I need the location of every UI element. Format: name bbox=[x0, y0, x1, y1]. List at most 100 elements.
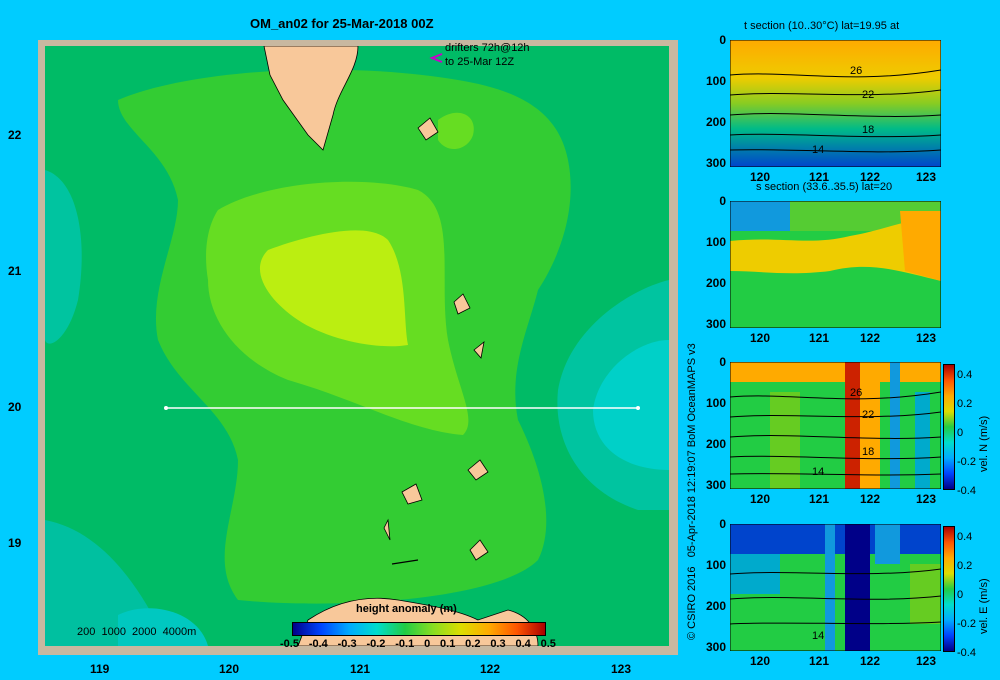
vel-band bbox=[730, 362, 941, 382]
vel-n-label: vel. N (m/s) bbox=[978, 415, 990, 472]
vel-n-colorbar bbox=[943, 364, 955, 490]
cbar-tick: 0.2 bbox=[465, 638, 481, 650]
cbar-tick: 0.5 bbox=[540, 638, 556, 650]
temperature-section[interactable]: 26 22 18 14 bbox=[730, 40, 941, 167]
island-2 bbox=[453, 293, 471, 315]
contour bbox=[730, 435, 941, 439]
salinity-band bbox=[900, 211, 941, 281]
contour bbox=[730, 621, 941, 625]
salinity-band bbox=[730, 201, 790, 231]
anomaly-contour-northeast bbox=[438, 112, 474, 150]
vel-band bbox=[845, 524, 870, 651]
panel-1-title: t section (10..30°C) lat=19.95 at bbox=[744, 20, 900, 32]
side-cbar-tick: 0.4 bbox=[957, 369, 973, 381]
vel-band bbox=[910, 564, 941, 624]
contour-label: 14 bbox=[812, 630, 824, 642]
island-4 bbox=[467, 459, 489, 481]
depth-legend: 200 1000 2000 4000m bbox=[77, 626, 197, 638]
contour bbox=[730, 391, 941, 400]
island-7 bbox=[469, 539, 489, 561]
salinity-section[interactable] bbox=[730, 201, 941, 328]
drifter-label-2: to 25-Mar 12Z bbox=[445, 56, 515, 68]
lat-tick-21: 21 bbox=[8, 264, 22, 278]
panel-2-ytick: 300 bbox=[705, 317, 726, 331]
vel-band bbox=[860, 362, 880, 489]
land-taiwan bbox=[263, 46, 359, 151]
anomaly-contour-west bbox=[45, 170, 82, 344]
drifter-label-1: drifters 72h@12h bbox=[445, 42, 530, 54]
vel-e-colorbar bbox=[943, 526, 955, 652]
section-line-start bbox=[164, 406, 168, 410]
contour-label: 26 bbox=[850, 387, 862, 399]
contour bbox=[730, 473, 941, 476]
panel-4-ytick: 0 bbox=[719, 517, 726, 531]
lat-tick-22: 22 bbox=[8, 128, 22, 142]
contour bbox=[730, 89, 941, 96]
colorbar-title: height anomaly (m) bbox=[356, 603, 457, 615]
panel-2-title: s section (33.6..35.5) lat=20 bbox=[756, 181, 893, 193]
cbar-tick: -0.1 bbox=[395, 638, 415, 650]
contour-label: 18 bbox=[862, 124, 874, 136]
panel-4-xtick: 121 bbox=[809, 654, 830, 668]
velocity-north-section[interactable]: 26 22 18 14 bbox=[730, 362, 941, 489]
side-cbar-tick: -0.2 bbox=[957, 456, 976, 468]
contour bbox=[730, 149, 941, 153]
panel-2-ytick: 100 bbox=[705, 235, 726, 249]
side-cbar-tick: 0 bbox=[957, 589, 964, 601]
panel-1-ytick: 100 bbox=[705, 74, 726, 88]
panel-1-ytick: 300 bbox=[705, 156, 726, 170]
vel-band bbox=[890, 362, 900, 489]
anomaly-contour-southwest-inner bbox=[118, 608, 208, 646]
island-3 bbox=[473, 341, 485, 359]
panel-4-ytick: 300 bbox=[705, 640, 726, 654]
contour-label: 18 bbox=[862, 446, 874, 458]
lat-tick-20: 20 bbox=[8, 400, 22, 414]
panel-3-ytick: 100 bbox=[705, 396, 726, 410]
panel-4-xtick: 122 bbox=[860, 654, 881, 668]
contour bbox=[730, 455, 941, 460]
contour bbox=[730, 595, 941, 600]
anomaly-contour-peak bbox=[259, 230, 408, 347]
contour-label: 14 bbox=[812, 144, 824, 156]
panel-3-xtick: 123 bbox=[916, 492, 937, 506]
vel-band bbox=[845, 362, 860, 489]
panel-3-xtick: 121 bbox=[809, 492, 830, 506]
cbar-tick: 0.3 bbox=[490, 638, 506, 650]
section-line-end bbox=[636, 406, 640, 410]
contour bbox=[730, 69, 941, 78]
panel-1-xtick: 122 bbox=[860, 170, 881, 184]
side-cbar-tick: -0.4 bbox=[957, 647, 976, 659]
vel-band bbox=[730, 524, 941, 554]
side-cbar-tick: 0 bbox=[957, 427, 964, 439]
panel-2-ytick: 200 bbox=[705, 276, 726, 290]
panel-3-ytick: 0 bbox=[719, 355, 726, 369]
panel-4-xtick: 120 bbox=[750, 654, 771, 668]
island-1 bbox=[417, 117, 439, 141]
side-cbar-tick: -0.2 bbox=[957, 618, 976, 630]
drifter-arrow-icon bbox=[429, 53, 443, 63]
panel-3-ytick: 200 bbox=[705, 437, 726, 451]
map-title: OM_an02 for 25-Mar-2018 00Z bbox=[250, 16, 434, 31]
panel-4-xtick: 123 bbox=[916, 654, 937, 668]
panel-4-ytick: 200 bbox=[705, 599, 726, 613]
panel-2-xtick: 123 bbox=[916, 331, 937, 345]
panel-3-xtick: 120 bbox=[750, 492, 771, 506]
velocity-east-section[interactable]: 14 bbox=[730, 524, 941, 651]
panel-1-xtick: 121 bbox=[809, 170, 830, 184]
panel-1-xtick: 120 bbox=[750, 170, 771, 184]
anomaly-contour-east-inner bbox=[593, 340, 669, 470]
island-8 bbox=[391, 559, 419, 565]
lon-tick-121: 121 bbox=[350, 662, 371, 676]
side-cbar-tick: 0.2 bbox=[957, 560, 973, 572]
panel-2-xtick: 122 bbox=[860, 331, 881, 345]
lon-tick-122: 122 bbox=[480, 662, 501, 676]
cbar-tick: 0 bbox=[424, 638, 431, 650]
panel-1-ytick: 200 bbox=[705, 115, 726, 129]
contour bbox=[730, 133, 941, 138]
cbar-tick: 0.4 bbox=[515, 638, 531, 650]
side-cbar-tick: -0.4 bbox=[957, 485, 976, 497]
height-anomaly-map[interactable] bbox=[38, 40, 678, 655]
salinity-band bbox=[730, 216, 941, 281]
side-cbar-tick: 0.2 bbox=[957, 398, 973, 410]
cbar-tick: -0.5 bbox=[280, 638, 299, 650]
